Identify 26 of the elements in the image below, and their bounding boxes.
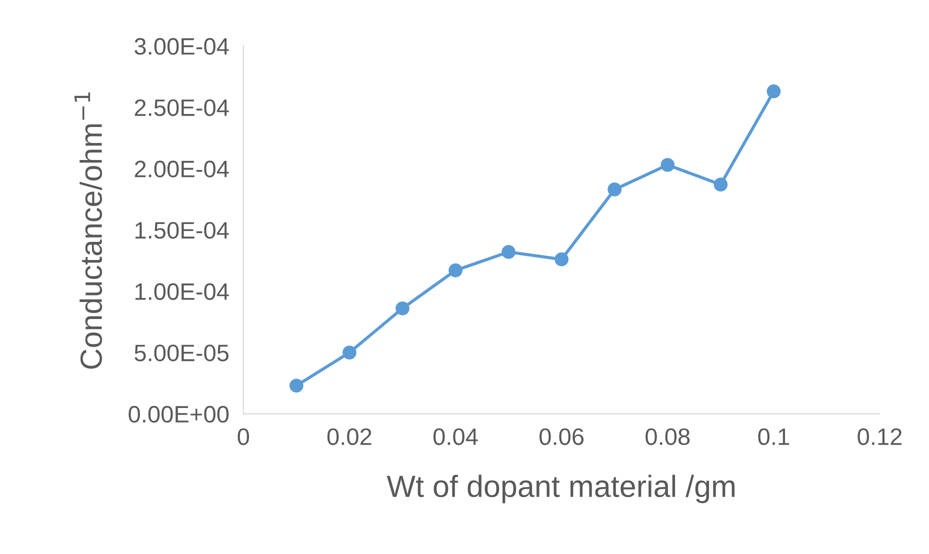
y-tick-label: 0.00E+00	[128, 406, 229, 423]
y-tick-label: 3.00E-04	[134, 38, 229, 55]
x-tick-label: 0.08	[646, 428, 690, 446]
point	[714, 178, 728, 192]
point	[660, 158, 675, 172]
point	[766, 84, 781, 98]
point	[342, 346, 356, 360]
y-axis-title: Conductance/ohm$^{−1}$	[74, 92, 102, 369]
point	[289, 378, 304, 393]
point	[448, 263, 462, 278]
x-tick-label: 0.06	[540, 428, 584, 446]
point	[554, 252, 569, 266]
x-tick-label: 0.04	[433, 428, 478, 446]
point	[502, 245, 516, 259]
y-tick-label: 1.50E-04	[135, 222, 229, 239]
x-tick-label: 0.12	[858, 428, 902, 446]
x-tick-label: 0.1	[758, 428, 789, 446]
point	[608, 182, 622, 196]
y-tick-label: 2.50E-04	[134, 99, 229, 116]
x-tick-label: 0.02	[327, 428, 372, 446]
y-tick-label: 2.00E-04	[134, 160, 229, 178]
point	[396, 301, 410, 316]
y-tick-label: 5.00E-05	[134, 344, 229, 362]
x-tick-label: 0	[238, 428, 250, 446]
x-axis-title: Wt of dopant material /gm	[386, 474, 734, 504]
y-tick-label: 1.00E-04	[135, 283, 229, 300]
